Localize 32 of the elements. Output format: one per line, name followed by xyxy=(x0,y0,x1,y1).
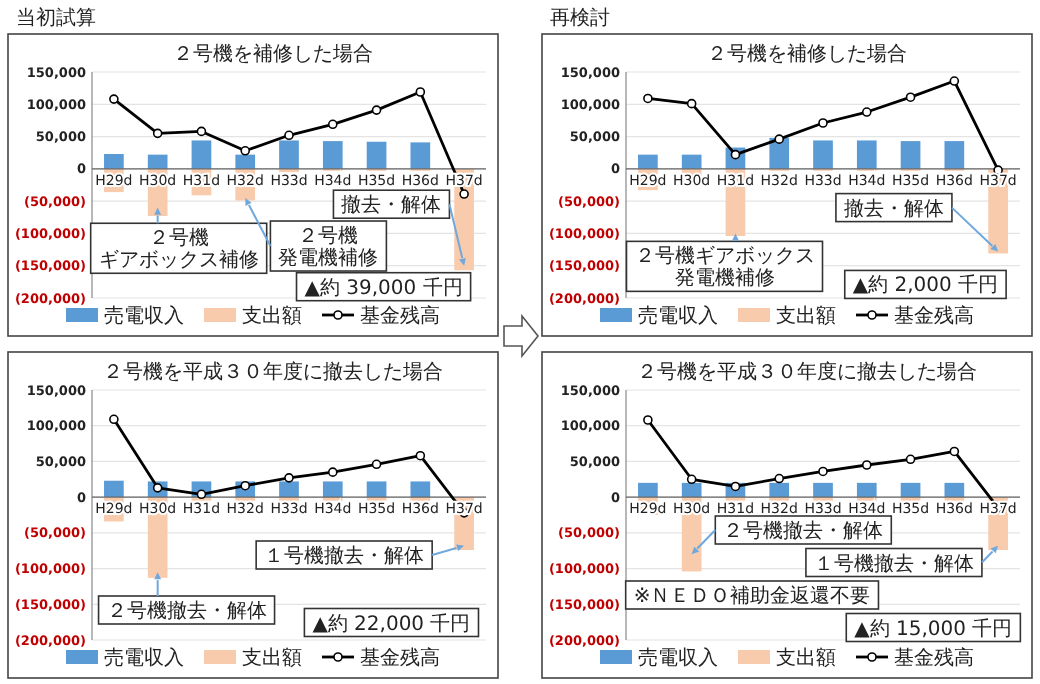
annotation: ２号機撤去・解体 xyxy=(723,519,884,543)
annotation: 撤去・解体 xyxy=(341,193,442,218)
legend-label: 売電収入 xyxy=(104,304,184,328)
annotation: ２号機ギアボックス発電機補修 xyxy=(634,244,815,291)
legend-label: 支出額 xyxy=(776,646,836,670)
annotation: ▲約 22,000 千円 xyxy=(312,611,471,636)
chart-title: ２号機を補修した場合 xyxy=(707,42,907,66)
legend-label: 支出額 xyxy=(242,304,302,328)
annotation: ▲約 39,000 千円 xyxy=(304,275,463,300)
legend-label: 基金残高 xyxy=(894,646,974,670)
legend-label: 基金残高 xyxy=(894,304,974,328)
annotation: ▲約 2,000 千円 xyxy=(852,273,999,298)
legend-label: 売電収入 xyxy=(638,646,718,670)
annotation: １号機撤去・解体 xyxy=(264,544,425,568)
legend-label: 基金残高 xyxy=(360,646,440,670)
annotation: ▲約 15,000 千円 xyxy=(854,616,1013,641)
legend-label: 支出額 xyxy=(776,304,836,328)
annotation: 撤去・解体 xyxy=(843,196,944,221)
annotation: １号機撤去・解体 xyxy=(813,551,974,576)
annotation: ※ＮＥＤＯ補助金返還不要 xyxy=(633,584,871,608)
legend-label: 売電収入 xyxy=(104,646,184,670)
chart-title: ２号機を補修した場合 xyxy=(173,42,373,66)
legend-label: 基金残高 xyxy=(360,304,440,328)
annotation: ２号機ギアボックス補修 xyxy=(98,226,259,273)
chart-subtitle: 当初試算 xyxy=(16,6,96,30)
chart-title: ２号機を平成３０年度に撤去した場合 xyxy=(103,360,443,384)
legend-label: 支出額 xyxy=(242,646,302,670)
legend-label: 売電収入 xyxy=(638,304,718,328)
annotation: ２号機発電機補修 xyxy=(278,224,379,271)
chart-title: ２号機を平成３０年度に撤去した場合 xyxy=(637,360,977,384)
annotation: ２号機撤去・解体 xyxy=(106,599,267,623)
chart-subtitle: 再検討 xyxy=(550,6,610,30)
